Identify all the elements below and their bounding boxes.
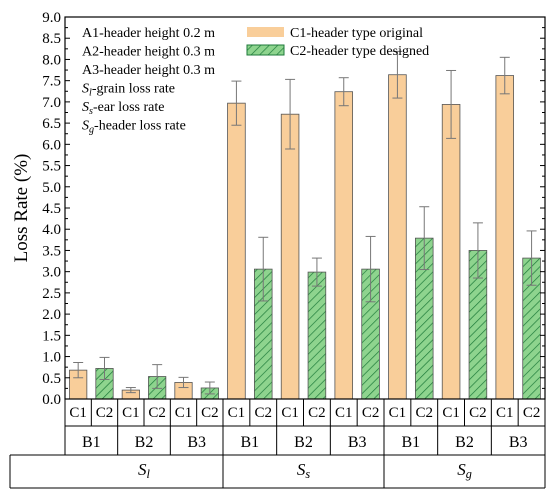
series-code-label: C2 — [148, 405, 166, 421]
plot-frame — [64, 16, 546, 400]
y-tick-label: 4.5 — [42, 201, 61, 217]
category-table: Sl B1 C1 C2 B2 C1 C2 B3 C1 C2 Ss B1 C1 C2 B2 C1 C2 B3 C1 C2… — [9, 399, 546, 489]
bar — [334, 91, 354, 400]
series-code-label: C1 — [442, 405, 460, 421]
y-tick-label: 6.0 — [42, 137, 61, 153]
bar — [495, 75, 515, 400]
series-code-label: C2 — [96, 405, 114, 421]
legend: A1-header height 0.2 m A2-header height 0… — [82, 26, 429, 136]
group-label: Ss — [297, 460, 311, 481]
series-code-label: C2 — [469, 405, 487, 421]
bar — [280, 113, 300, 400]
group-label: Sl — [138, 460, 151, 481]
annotation-line: Sg-header loss rate — [82, 119, 186, 136]
axis-layer: 0.0 0.5 1.0 1.5 2.0 2.5 3.0 3.5 4.0 4.5 5.0 5.5 6.0 6… — [42, 10, 546, 408]
y-tick-label: 8.0 — [42, 52, 61, 68]
y-tick-label: 1.5 — [42, 328, 61, 344]
series-code-label: C2 — [201, 405, 219, 421]
annotation-line: A2-header height 0.3 m — [82, 45, 215, 60]
legend-label: C1-header type original — [290, 26, 423, 41]
legend-swatch — [247, 27, 284, 37]
series-code-label: C2 — [523, 405, 541, 421]
subgroup-label: B3 — [348, 434, 367, 451]
subgroup-label: B3 — [187, 434, 206, 451]
bar — [307, 271, 327, 400]
legend-swatch — [246, 44, 285, 56]
y-tick-label: 2.5 — [42, 286, 61, 302]
y-tick-label: 8.5 — [42, 31, 61, 47]
subgroup-label: B2 — [294, 434, 313, 451]
group-label: Sg — [457, 460, 472, 481]
y-tick-label: 1.0 — [42, 350, 61, 366]
series-code-label: C1 — [69, 405, 87, 421]
y-axis-label: Loss Rate (%) — [11, 154, 32, 263]
y-tick-label: 4.0 — [42, 222, 61, 238]
subgroup-label: B3 — [509, 434, 528, 451]
subgroup-label: B1 — [82, 434, 101, 451]
series-code-label: C1 — [175, 405, 193, 421]
y-tick-label: 5.0 — [42, 180, 61, 196]
series-code-label: C1 — [122, 405, 140, 421]
bars-layer — [69, 50, 541, 400]
subgroup-label: B2 — [455, 434, 474, 451]
series-code-label: C1 — [496, 405, 514, 421]
y-tick-label: 3.5 — [42, 243, 61, 259]
series-code-label: C1 — [335, 405, 353, 421]
series-code-label: C1 — [281, 405, 299, 421]
subgroup-label: B2 — [135, 434, 154, 451]
bar — [227, 102, 246, 400]
legend-label: C2-header type designed — [290, 44, 429, 59]
y-tick-label: 7.5 — [42, 74, 61, 90]
y-tick-label: 6.5 — [42, 116, 61, 132]
annotation-line: Ss-ear loss rate — [82, 100, 164, 117]
annotation-line: Sl-grain loss rate — [82, 82, 175, 99]
y-tick-label: 7.0 — [42, 95, 61, 111]
y-tick-label: 0.0 — [42, 392, 61, 408]
bar — [388, 74, 407, 400]
series-code-label: C2 — [254, 405, 272, 421]
annotation-line: A1-header height 0.2 m — [82, 26, 215, 41]
bar — [441, 104, 461, 400]
y-tick-label: 2.0 — [42, 307, 61, 323]
series-code-label: C2 — [362, 405, 380, 421]
subgroup-label: B1 — [240, 434, 259, 451]
y-tick-label: 0.5 — [42, 371, 61, 387]
subgroup-label: B1 — [401, 434, 420, 451]
series-code-label: C1 — [389, 405, 407, 421]
series-code-label: C2 — [308, 405, 326, 421]
y-tick-label: 3.0 — [42, 265, 61, 281]
series-code-label: C2 — [415, 405, 433, 421]
y-tick-label: 9.0 — [42, 10, 61, 26]
annotation-line: A3-header height 0.3 m — [82, 63, 215, 78]
series-code-label: C1 — [228, 405, 246, 421]
y-tick-label: 5.5 — [42, 159, 61, 175]
